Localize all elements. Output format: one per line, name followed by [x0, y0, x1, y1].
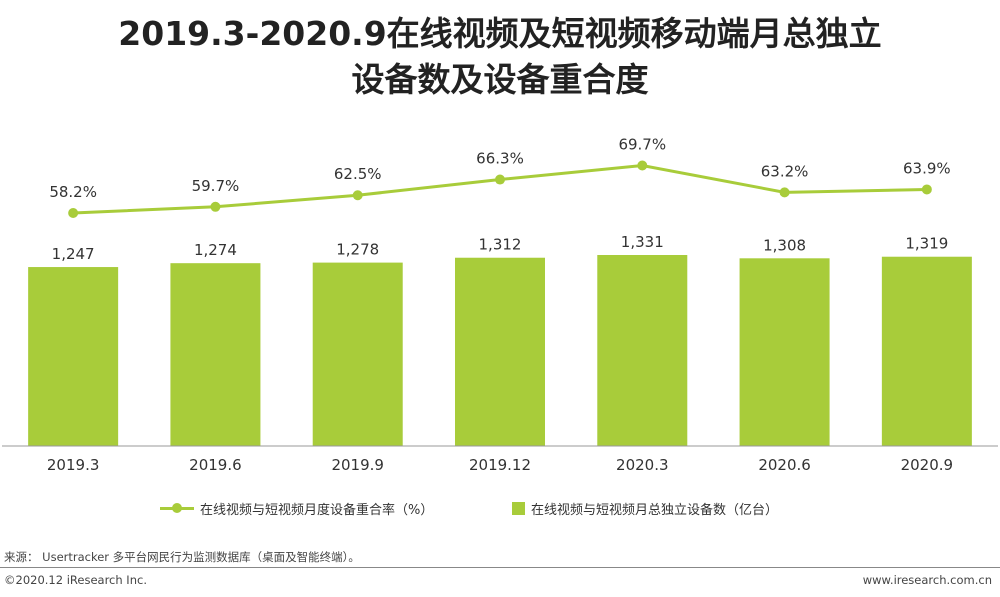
rate-value-label: 58.2%: [49, 183, 97, 201]
rate-point: [495, 174, 505, 185]
x-tick-label: 2019.9: [331, 456, 384, 474]
bar-value-label: 1,312: [479, 236, 522, 254]
bar: [170, 263, 261, 446]
rate-value-label: 62.5%: [334, 165, 382, 183]
rate-value-label: 63.9%: [903, 159, 951, 177]
legend-rate-label: 在线视频与短视频月度设备重合率（%）: [200, 502, 434, 518]
legend-item-rate: 在线视频与短视频月度设备重合率（%）: [160, 499, 433, 518]
bar: [28, 267, 119, 446]
rate-value-label: 59.7%: [192, 177, 240, 195]
footer-divider: [0, 567, 1000, 568]
x-tick-label: 2020.3: [616, 456, 669, 474]
copyright: ©2020.12 iResearch Inc.: [4, 573, 147, 587]
x-tick-label: 2020.9: [901, 456, 954, 474]
x-tick-label: 2019.3: [47, 456, 100, 474]
source-note: 来源： Usertracker 多平台网民行为监测数据库（桌面及智能终端）。: [4, 550, 360, 564]
bar: [312, 262, 403, 446]
bar-value-label: 1,308: [763, 236, 806, 254]
x-tick-label: 2020.6: [758, 456, 811, 474]
bar: [597, 255, 688, 446]
combo-chart: 1,247 1,274 1,278 1,312 1,331 1,308 1,319 2019…: [2, 136, 998, 474]
x-tick-label: 2019.12: [469, 456, 531, 474]
rate-point: [921, 184, 932, 195]
legend-line-marker: [160, 501, 194, 515]
legend-bar-marker: [512, 501, 525, 515]
bar-value-label: 1,319: [905, 235, 948, 253]
bar-value-label: 1,331: [621, 233, 664, 251]
bar: [739, 258, 830, 446]
bar-value-label: 1,247: [52, 245, 95, 263]
bar: [881, 256, 972, 446]
rate-point: [210, 201, 221, 212]
legend-devices-label: 在线视频与短视频月总独立设备数（亿台）: [531, 502, 779, 518]
rate-value-label: 63.2%: [761, 162, 809, 180]
chart-title-line1: 2019.3-2020.9在线视频及短视频移动端月总独立: [118, 14, 882, 53]
rate-value-label: 66.3%: [476, 150, 524, 168]
bar: [455, 257, 545, 446]
x-tick-label: 2019.6: [189, 456, 242, 474]
website: www.iresearch.com.cn: [862, 573, 992, 587]
legend-item-devices: 在线视频与短视频月总独立设备数（亿台）: [512, 499, 778, 518]
rate-point: [68, 208, 79, 218]
rate-point: [352, 190, 363, 201]
rate-point: [779, 187, 790, 198]
rate-value-label: 69.7%: [618, 136, 666, 154]
bar-value-label: 1,274: [194, 241, 237, 259]
rate-point: [637, 160, 648, 171]
bar-value-label: 1,278: [336, 241, 379, 259]
chart-title-line2: 设备数及设备重合度: [351, 60, 649, 99]
